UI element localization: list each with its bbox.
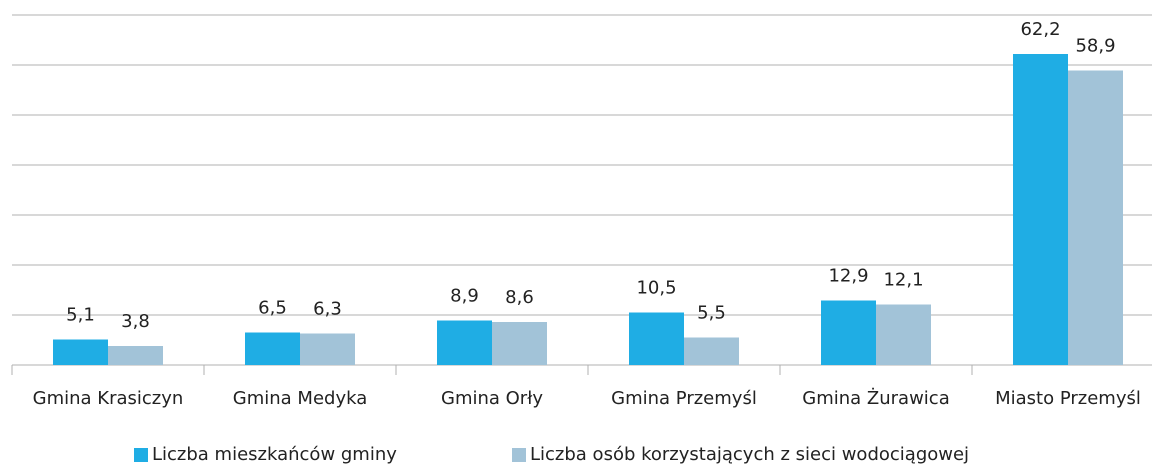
value-label: 58,9 [1075, 36, 1115, 57]
bar [1013, 54, 1068, 365]
value-label: 8,9 [450, 286, 479, 307]
legend-label: Liczba mieszkańców gminy [152, 444, 397, 465]
value-label: 62,2 [1020, 19, 1060, 40]
bar [684, 337, 739, 365]
x-tick-label: Gmina Żurawica [802, 388, 949, 409]
bar [108, 346, 163, 365]
value-label: 12,1 [883, 270, 923, 291]
bar [492, 322, 547, 365]
legend-swatch [134, 448, 148, 462]
bar [300, 333, 355, 365]
value-label: 6,5 [258, 298, 287, 319]
bar [1068, 70, 1123, 365]
x-tick-label: Gmina Orły [441, 388, 543, 409]
bar [876, 304, 931, 365]
bar [437, 320, 492, 365]
x-tick-label: Gmina Medyka [233, 388, 367, 409]
x-tick-label: Gmina Przemyśl [611, 388, 757, 409]
bar [245, 332, 300, 365]
bar [53, 339, 108, 365]
value-label: 10,5 [636, 278, 676, 299]
bar [629, 312, 684, 365]
x-tick-label: Gmina Krasiczyn [33, 388, 184, 409]
bar [821, 300, 876, 365]
value-label: 12,9 [828, 266, 868, 287]
value-label: 5,1 [66, 305, 95, 326]
value-label: 3,8 [121, 311, 150, 332]
value-label: 8,6 [505, 287, 534, 308]
legend-label: Liczba osób korzystających z sieci wodoc… [530, 444, 969, 465]
value-label: 6,3 [313, 299, 342, 320]
x-tick-label: Miasto Przemyśl [995, 388, 1141, 409]
value-label: 5,5 [697, 303, 726, 324]
legend-swatch [512, 448, 526, 462]
